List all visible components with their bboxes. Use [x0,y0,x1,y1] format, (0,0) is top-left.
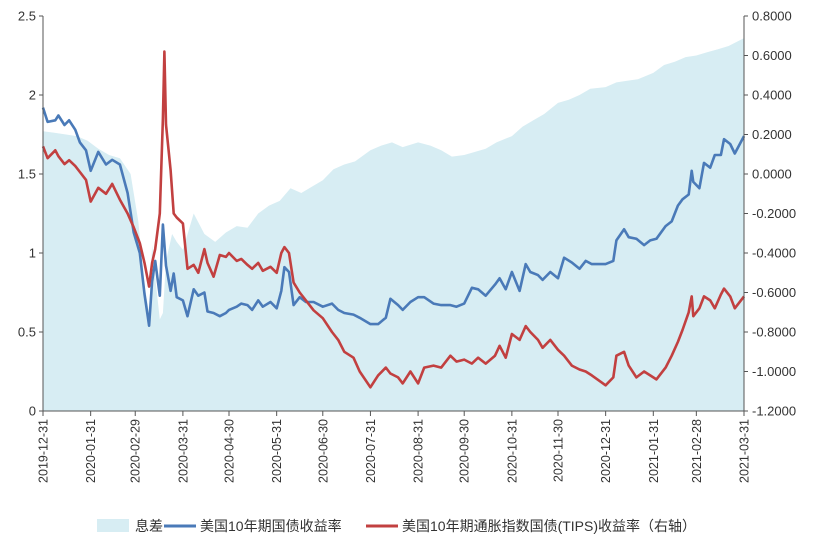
left-tick-label: 0 [29,404,36,419]
right-tick-label: -1.2000 [752,404,796,419]
right-tick-label: -0.6000 [752,285,796,300]
x-tick-label: 2020-06-30 [316,419,330,483]
x-tick-label: 2020-08-31 [412,419,426,483]
x-tick-label: 2020-04-30 [223,419,237,483]
right-tick-label: -0.4000 [752,246,796,261]
legend-label-tips: 美国10年期通胀指数国债(TIPS)收益率（右轴） [402,518,696,534]
spread-area [43,38,744,411]
legend: 息差 美国10年期国债收益率 美国10年期通胀指数国债(TIPS)收益率（右轴） [97,518,696,534]
x-tick-label: 2020-01-31 [84,419,98,483]
x-tick-label: 2020-12-31 [599,419,613,483]
right-tick-label: 0.2000 [752,127,792,142]
legend-label-treasury: 美国10年期国债收益率 [200,518,342,534]
left-tick-label: 0.5 [18,325,36,340]
x-tick-label: 2021-03-31 [738,419,752,483]
x-tick-label: 2020-05-31 [270,419,284,483]
x-tick-label: 2020-02-29 [129,419,143,483]
tips-10y-yield-line [41,50,746,389]
x-tick-label: 2020-09-30 [458,419,472,483]
x-tick-label: 2020-10-31 [505,419,519,483]
left-tick-label: 1.5 [18,167,36,182]
x-tick-label: 2020-03-31 [176,419,190,483]
right-tick-label: 0.8000 [752,9,792,24]
spread-area-layer [43,38,744,411]
x-tick-label: 2021-01-31 [647,419,661,483]
ticks-layer: 0 0.5 1 1.5 2 2.5 -1.2000 -1.0000 -0.8000 -0.6000… [18,9,796,483]
right-tick-label: -0.8000 [752,325,796,340]
legend-swatch-spread [97,519,129,532]
right-tick-label: -0.2000 [752,206,796,221]
right-tick-label: 0.6000 [752,48,792,63]
legend-label-spread: 息差 [135,518,163,534]
series-lines-layer [41,50,746,389]
left-tick-label: 1 [29,246,36,261]
x-tick-label: 2020-07-31 [364,419,378,483]
x-tick-label: 2019-12-31 [37,419,51,483]
right-tick-label: -1.0000 [752,364,796,379]
treasury-10y-yield-line [41,107,746,327]
right-tick-label: 0.0000 [752,167,792,182]
right-tick-label: 0.4000 [752,88,792,103]
x-tick-label: 2021-02-28 [690,419,704,483]
left-tick-label: 2 [29,88,36,103]
left-tick-label: 2.5 [18,9,36,24]
x-tick-label: 2020-11-30 [552,419,566,482]
